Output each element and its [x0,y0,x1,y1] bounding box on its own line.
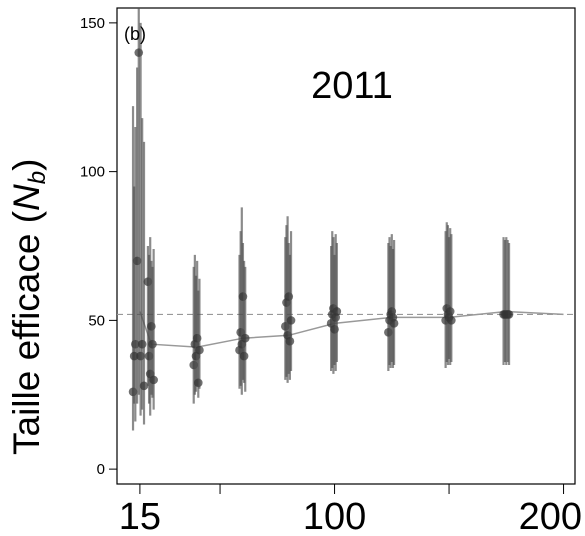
data-point [240,333,250,343]
y-axis-label-prefix: Taille efficace ( [6,210,47,455]
data-point [139,381,149,391]
data-point [389,319,399,328]
data-marks [128,8,514,431]
data-point [286,316,296,325]
data-point [504,310,514,319]
mean-line [139,310,564,348]
data-point [134,48,144,57]
data-point [148,339,157,349]
data-point [285,336,295,346]
data-point [447,316,456,325]
year-annotation: 2011 [311,65,393,107]
data-point [193,378,203,388]
y-tick-label: 100 [80,164,105,181]
data-point [332,307,342,316]
x-tick-label: 15 [119,496,161,536]
y-tick-label: 0 [97,461,105,478]
panel-label: (b) [124,24,146,44]
plot-frame [116,7,576,485]
axes: 0 50 100 150 15 100 200 [80,15,582,536]
data-point [445,307,455,316]
data-point [149,375,158,385]
y-tick-label: 150 [80,15,105,32]
y-axis-label-symbol: N [6,184,47,211]
plot-area [116,7,576,485]
y-axis-label-suffix: ) [6,158,47,171]
data-point [129,351,139,361]
data-point [137,339,147,349]
y-tick-label: 50 [88,312,105,329]
y-axis-label-subscript: b [24,170,51,185]
x-tick-label: 100 [303,496,366,536]
x-tick-label: 200 [519,496,582,536]
data-point [195,345,204,355]
data-point [239,351,249,361]
